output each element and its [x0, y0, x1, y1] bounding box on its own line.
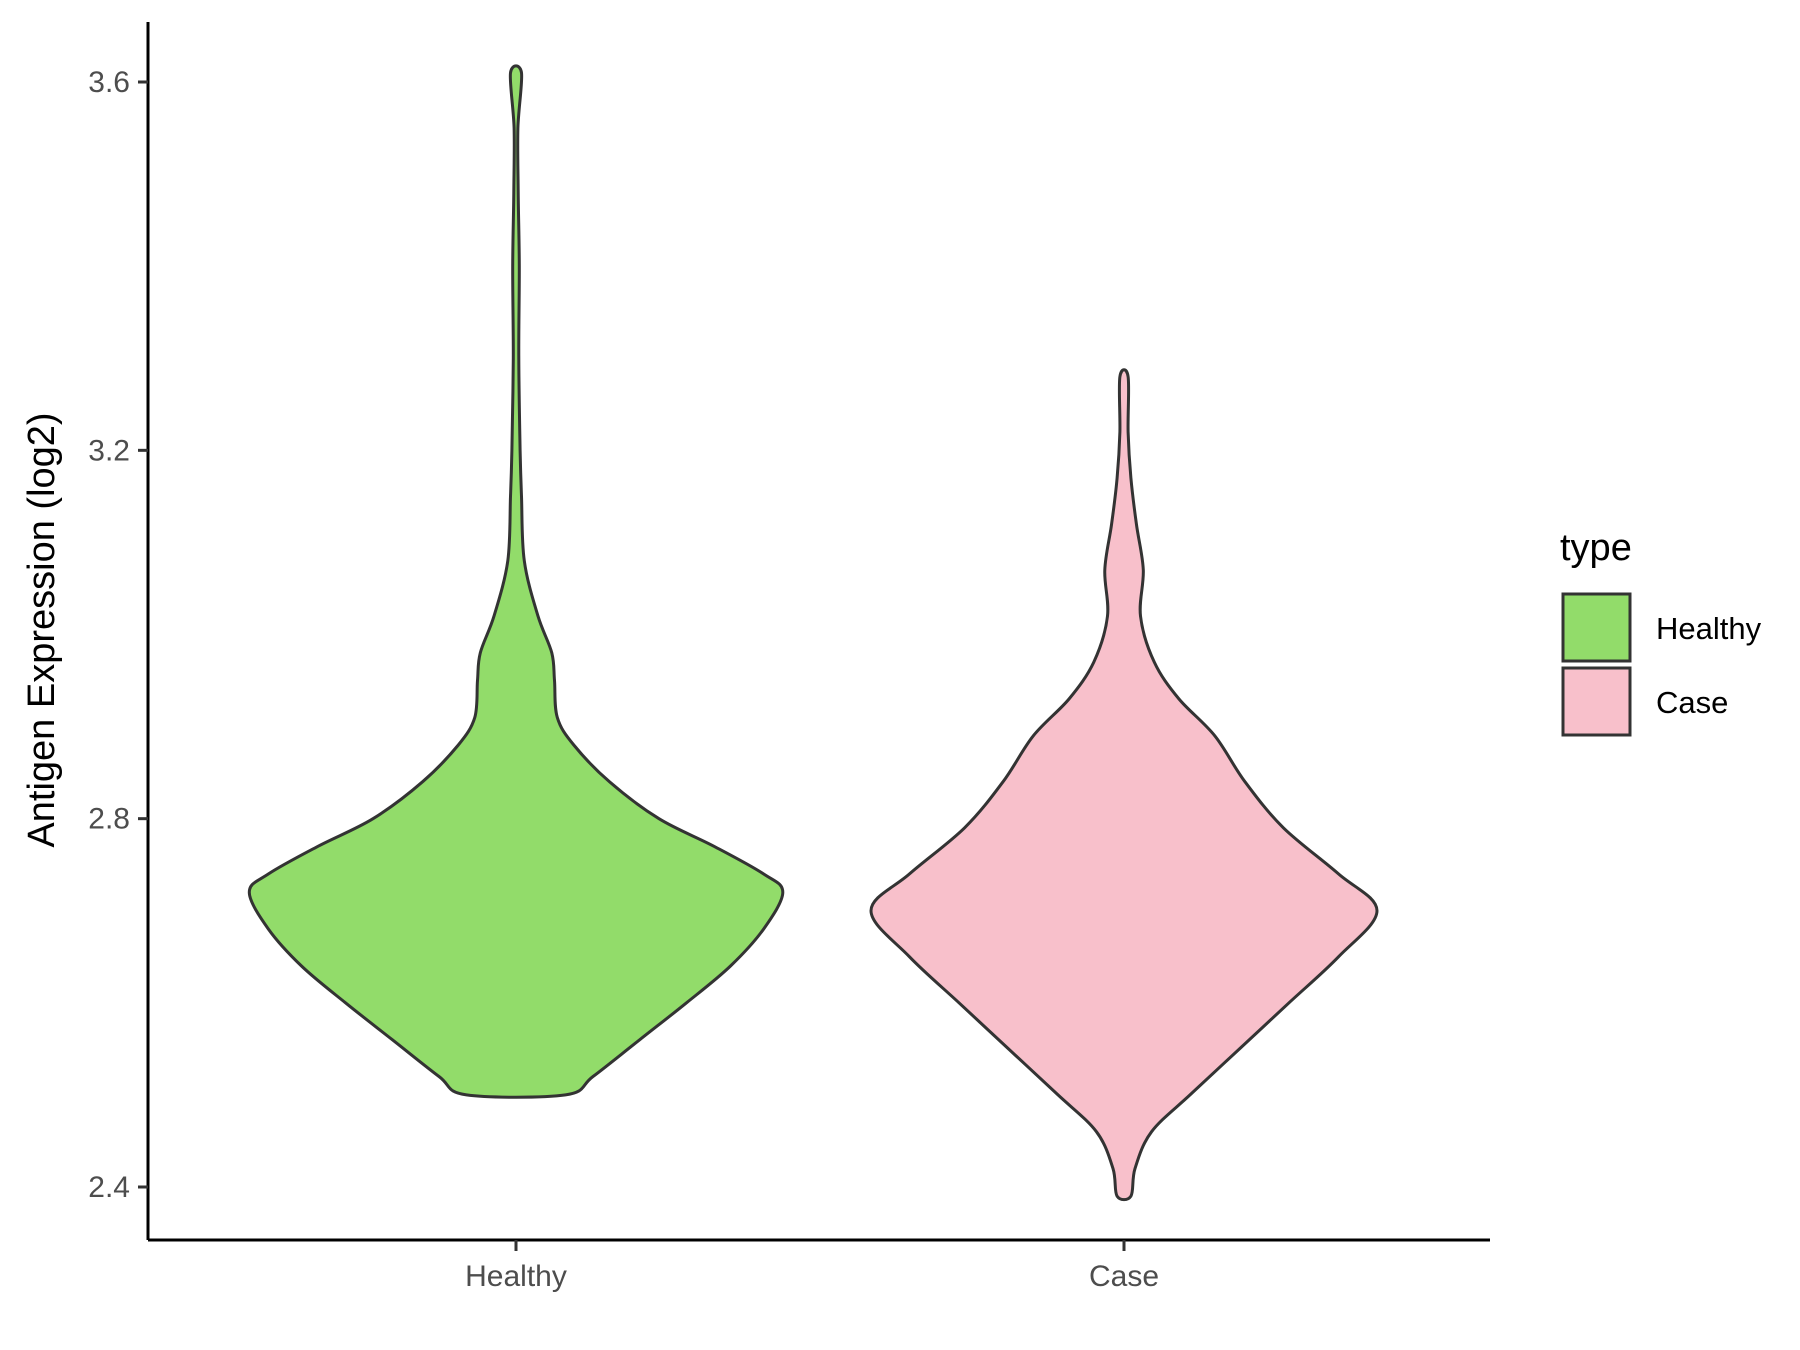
x-tick-label: Case: [1089, 1260, 1159, 1293]
legend-label-case: Case: [1656, 685, 1728, 720]
x-tick-label: Healthy: [465, 1260, 567, 1293]
violin-case: [869, 368, 1379, 1202]
legend-swatch-case: [1561, 666, 1632, 737]
violin-layer: [247, 64, 1379, 1202]
y-axis-title: Antigen Expression (log2): [21, 412, 63, 847]
legend-items: Healthy Case: [1561, 592, 1762, 737]
legend-label-healthy: Healthy: [1656, 611, 1762, 646]
axes: [146, 22, 1490, 1242]
y-tick-label: 3.2: [88, 434, 130, 467]
y-tick-label: 2.8: [88, 803, 130, 836]
violin-healthy: [247, 64, 785, 1099]
x-ticks: Healthy Case: [465, 1240, 1159, 1293]
y-tick-label: 2.4: [88, 1171, 130, 1204]
legend-swatch-healthy: [1561, 592, 1632, 663]
y-tick-label: 3.6: [88, 66, 130, 99]
y-ticks: 2.4 2.8 3.2 3.6: [88, 66, 148, 1204]
legend-title: type: [1560, 527, 1632, 569]
legend: type Healthy Case: [1560, 527, 1762, 737]
